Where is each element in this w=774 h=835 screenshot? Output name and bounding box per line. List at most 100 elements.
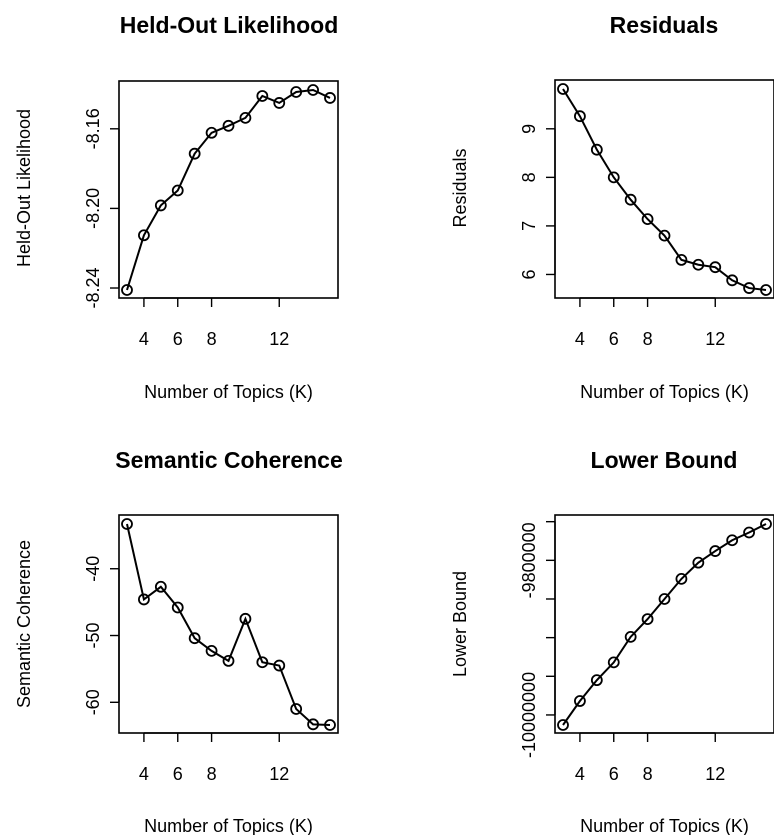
plot-frame [118, 514, 339, 734]
series-line [126, 523, 331, 726]
x-tick-label: 6 [173, 764, 183, 784]
x-tick-label: 12 [705, 329, 725, 349]
x-tick-label: 12 [269, 764, 289, 784]
data-point [239, 612, 252, 625]
x-tick-label: 8 [643, 764, 653, 784]
x-axis-label: Number of Topics (K) [144, 816, 313, 835]
x-tick-label: 8 [643, 329, 653, 349]
data-point [154, 580, 167, 593]
x-tick-label: 8 [207, 329, 217, 349]
data-point [574, 110, 586, 123]
data-point [760, 284, 772, 296]
series-line [562, 523, 767, 726]
data-point [256, 90, 269, 102]
x-tick-label: 8 [207, 764, 217, 784]
x-tick-label: 4 [139, 329, 149, 349]
y-tick-label: 7 [519, 221, 539, 231]
x-tick-label: 12 [705, 764, 725, 784]
data-point [709, 261, 722, 274]
x-axis-label: Number of Topics (K) [580, 382, 749, 402]
data-point [726, 534, 739, 547]
data-point [641, 613, 654, 625]
y-tick-label: -50 [83, 623, 103, 649]
x-tick-label: 6 [609, 764, 619, 784]
y-tick-label: 9 [519, 124, 539, 134]
data-point [205, 126, 218, 139]
data-point [624, 630, 637, 643]
x-tick-label: 4 [575, 329, 585, 349]
x-tick-label: 6 [609, 329, 619, 349]
chart-panel-4: Lower Bound 4 6 8 12 -10000000 -9800000 Number … [450, 447, 774, 835]
data-point [138, 593, 150, 606]
y-tick-label: -8.16 [83, 108, 103, 149]
data-point [307, 718, 319, 731]
data-point [290, 86, 303, 98]
data-point [743, 526, 755, 539]
chart-title: Semantic Coherence [115, 447, 343, 473]
x-tick-label: 6 [173, 329, 183, 349]
chart-title: Lower Bound [591, 447, 738, 473]
y-axis-label: Semantic Coherence [14, 540, 34, 708]
series-line [126, 88, 331, 291]
data-point [760, 518, 772, 530]
plot-frame [554, 514, 774, 734]
plot-frame [118, 80, 339, 299]
data-point [590, 674, 603, 687]
data-point [121, 284, 133, 296]
x-axis-label: Number of Topics (K) [144, 382, 313, 402]
y-tick-label: -8.20 [83, 188, 103, 229]
y-tick-label: -9800000 [519, 522, 539, 598]
chart-title: Residuals [610, 12, 719, 38]
data-point [607, 656, 620, 669]
data-point [239, 111, 252, 124]
data-point [324, 719, 336, 731]
data-point [557, 83, 569, 95]
data-point [624, 193, 637, 206]
data-point [222, 119, 235, 132]
data-point [658, 229, 671, 242]
x-tick-label: 4 [575, 764, 585, 784]
data-point [138, 229, 150, 242]
x-tick-label: 12 [269, 329, 289, 349]
data-point [641, 213, 654, 226]
y-tick-label: -10000000 [519, 672, 539, 758]
data-point [692, 258, 705, 271]
data-point [171, 601, 184, 614]
x-tick-label: 4 [139, 764, 149, 784]
y-axis-label: Residuals [450, 148, 470, 227]
y-axis-label: Lower Bound [450, 571, 470, 677]
data-point [222, 654, 235, 667]
data-point [290, 703, 303, 715]
x-axis-label: Number of Topics (K) [580, 816, 749, 835]
y-tick-label: -60 [83, 689, 103, 715]
data-point [121, 518, 133, 530]
data-point [675, 253, 688, 266]
chart-panel-3: Semantic Coherence 4 6 8 12 -60 -50 -40 Number o… [14, 447, 343, 835]
data-point [273, 659, 286, 672]
data-point [273, 97, 286, 109]
data-point [675, 572, 688, 585]
data-point [709, 545, 722, 557]
y-tick-label: -8.24 [83, 267, 103, 308]
data-point [307, 84, 319, 96]
y-tick-label: 6 [519, 269, 539, 279]
chart-title: Held-Out Likelihood [120, 12, 339, 38]
data-point [188, 147, 201, 160]
chart-panel-1: Held-Out Likelihood 4 6 8 12 -8.24 -8.20 -8.16 N… [14, 12, 339, 402]
data-point [256, 656, 269, 669]
data-point [557, 719, 569, 731]
data-point [205, 644, 218, 657]
data-point [743, 282, 755, 294]
y-tick-label: -40 [83, 556, 103, 582]
data-point [607, 171, 620, 184]
data-point [324, 92, 336, 104]
data-point [171, 184, 184, 197]
data-point [188, 632, 201, 645]
y-axis-label: Held-Out Likelihood [14, 109, 34, 267]
data-point [692, 556, 705, 569]
data-point [154, 199, 167, 212]
data-point [574, 695, 586, 707]
chart-panel-2: Residuals 4 6 8 12 6 7 8 9 Number of Topics (K) Re… [450, 12, 774, 402]
data-point [590, 143, 603, 156]
